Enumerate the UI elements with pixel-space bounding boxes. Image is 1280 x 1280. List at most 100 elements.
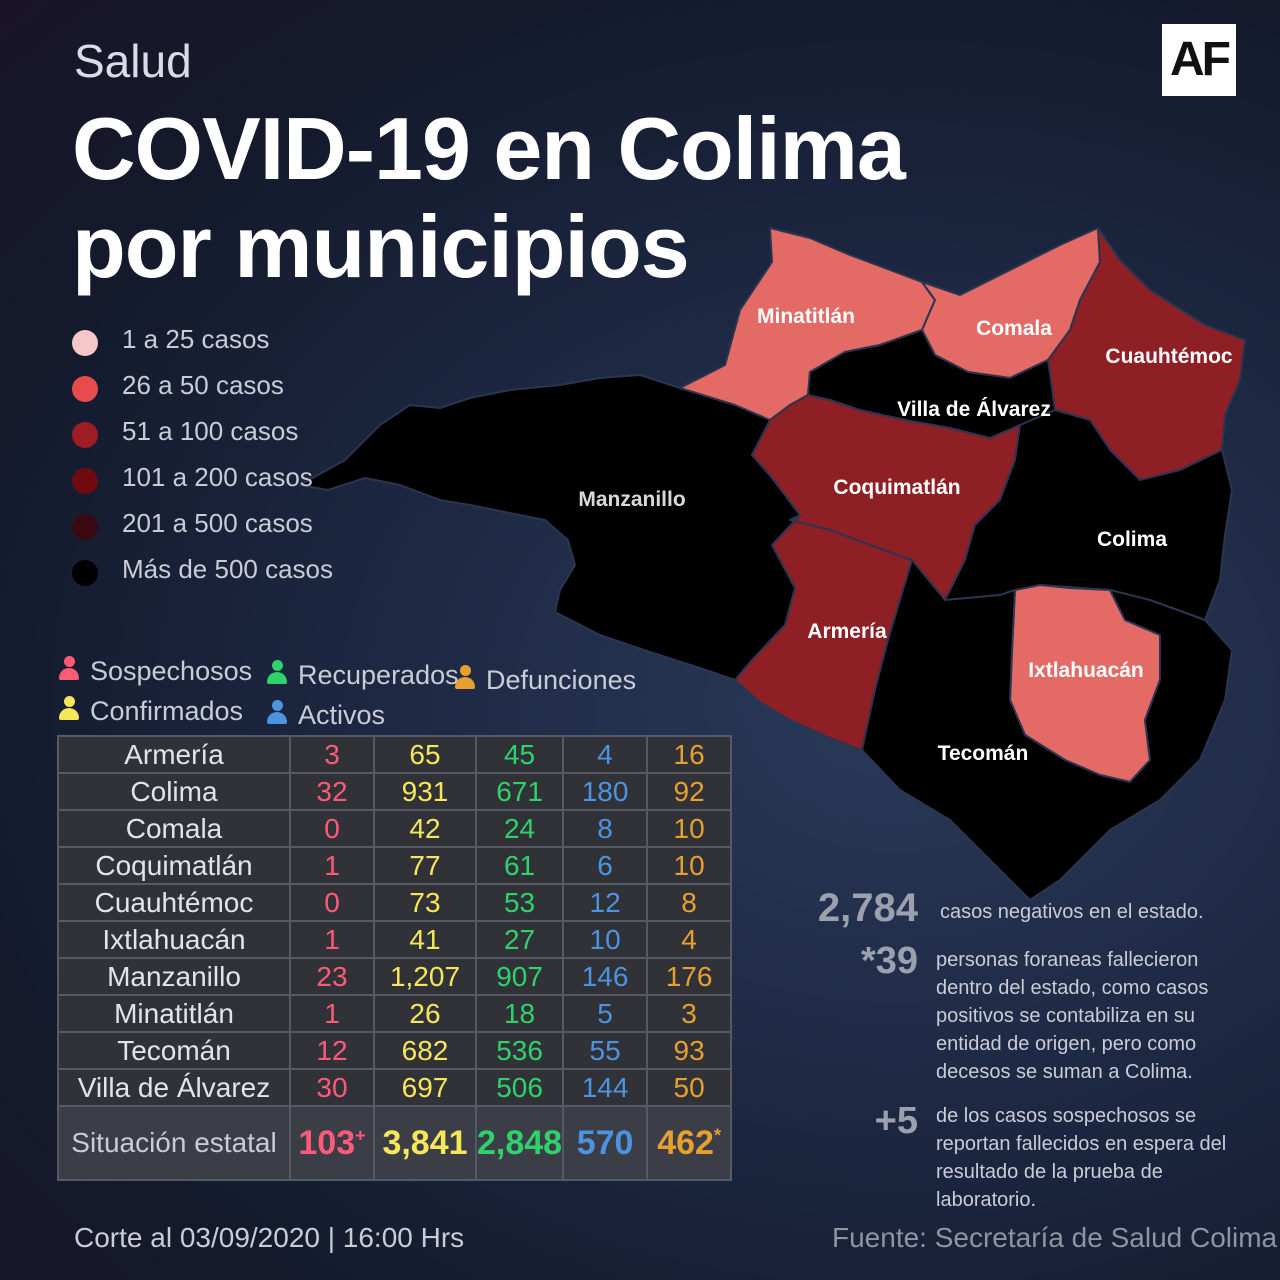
sospechosos-cell: 30: [289, 1068, 375, 1107]
cutoff-date: Corte al 03/09/2020 | 16:00 Hrs: [74, 1222, 465, 1253]
municipio-cell: Comala: [57, 809, 291, 848]
sospechosos-cell: 0: [289, 809, 375, 848]
activos-cell: 146: [562, 957, 649, 996]
recuperados-cell: 536: [474, 1031, 565, 1070]
municipio-cell: Cuauhtémoc: [57, 883, 291, 922]
confirmados-cell: 77: [373, 846, 477, 885]
table-row: Ixtlahuacán 1 41 27 10 4: [57, 920, 733, 959]
activos-cell: 12: [562, 883, 649, 922]
sospechosos-cell: 1: [289, 846, 375, 885]
municipio-armeria: [734, 514, 913, 751]
legend-label: 201 a 500 casos: [122, 508, 313, 538]
defunciones-cell: 16: [646, 735, 733, 774]
sospechosos-cell: 12: [289, 1031, 375, 1070]
activos-cell: 180: [562, 772, 649, 811]
label-coquimatlan: Coquimatlán: [833, 476, 960, 499]
recuperados-cell: 907: [474, 957, 565, 996]
brand-logo: AF: [1162, 24, 1236, 96]
table-row: Minatitlán 1 26 18 5 3: [57, 994, 733, 1033]
recuperados-cell: 24: [474, 809, 565, 848]
activos-cell: 6: [562, 846, 649, 885]
total-recuperados: 2,848: [474, 1105, 565, 1181]
person-icon: [266, 700, 288, 726]
recuperados-cell: 27: [474, 920, 565, 959]
activos-cell: 8: [562, 809, 649, 848]
cases-table: Armería 3 65 45 4 16 Colima 32 931 671 180 92 Comala…: [57, 735, 733, 1181]
recuperados-cell: 18: [474, 994, 565, 1033]
activos-cell: 55: [562, 1031, 649, 1070]
label-manzanillo: Manzanillo: [578, 488, 685, 511]
municipio-cell: Manzanillo: [57, 957, 291, 996]
sospechosos-cell: 23: [289, 957, 375, 996]
source: Fuente: Secretaría de Salud Colima: [832, 1222, 1278, 1253]
foraneas-text: personas foraneas fallecieron dentro del…: [936, 949, 1209, 1083]
person-icon: [58, 696, 80, 722]
table-row: Manzanillo 23 1,207 907 146 176: [57, 957, 733, 996]
negativos-number: 2,784: [817, 886, 918, 930]
legend-swatch: [72, 376, 98, 402]
total-sospechosos: 103+: [289, 1105, 375, 1181]
legend-label: Más de 500 casos: [122, 554, 334, 584]
sospechosos-cell: 1: [289, 994, 375, 1033]
legend-swatch: [72, 468, 98, 494]
sospechosos-cell: 3: [289, 735, 375, 774]
table-row: Villa de Álvarez 30 697 506 144 50: [57, 1068, 733, 1107]
title-line-1: COVID-19 en Colima: [72, 99, 906, 198]
total-label: Situación estatal: [57, 1105, 291, 1181]
key-activos: Activos: [266, 700, 385, 731]
confirmados-cell: 931: [373, 772, 477, 811]
legend-label: 1 a 25 casos: [122, 324, 270, 354]
table-row: Cuauhtémoc 0 73 53 12 8: [57, 883, 733, 922]
municipio-cell: Armería: [57, 735, 291, 774]
person-icon: [58, 656, 80, 682]
municipio-cell: Colima: [57, 772, 291, 811]
recuperados-cell: 506: [474, 1068, 565, 1107]
activos-cell: 5: [562, 994, 649, 1033]
total-activos: 570: [562, 1105, 649, 1181]
activos-cell: 144: [562, 1068, 649, 1107]
confirmados-cell: 697: [373, 1068, 477, 1107]
activos-cell: 10: [562, 920, 649, 959]
label-tecoman: Tecomán: [938, 742, 1029, 765]
legend-label: 26 a 50 casos: [122, 370, 284, 400]
defunciones-cell: 3: [646, 994, 733, 1033]
sospechosos-cell: 1: [289, 920, 375, 959]
confirmados-cell: 41: [373, 920, 477, 959]
confirmados-cell: 26: [373, 994, 477, 1033]
table-row: Comala 0 42 24 8 10: [57, 809, 733, 848]
recuperados-cell: 45: [474, 735, 565, 774]
negativos-text: casos negativos en el estado.: [940, 901, 1204, 923]
foraneas-number: *39: [860, 940, 918, 982]
municipio-cell: Villa de Álvarez: [57, 1068, 291, 1107]
sospechosos-cell: 32: [289, 772, 375, 811]
defunciones-cell: 50: [646, 1068, 733, 1107]
label-villa-de-alvarez: Villa de Álvarez: [897, 398, 1051, 421]
municipio-cell: Ixtlahuacán: [57, 920, 291, 959]
sospechosos-fallecidos-text: de los casos sospechosos se reportan fal…: [936, 1105, 1227, 1211]
table-row: Coquimatlán 1 77 61 6 10: [57, 846, 733, 885]
sospechosos-fallecidos-number: +5: [874, 1100, 918, 1142]
label-cuauhtemoc: Cuauhtémoc: [1105, 345, 1233, 368]
total-defunciones: 462*: [646, 1105, 733, 1181]
sospechosos-cell: 0: [289, 883, 375, 922]
municipio-cell: Minatitlán: [57, 994, 291, 1033]
table-row: Tecomán 12 682 536 55 93: [57, 1031, 733, 1070]
defunciones-cell: 4: [646, 920, 733, 959]
key-defunciones: Defunciones: [454, 665, 636, 696]
defunciones-cell: 10: [646, 846, 733, 885]
activos-cell: 4: [562, 735, 649, 774]
legend-swatch: [72, 560, 98, 586]
defunciones-cell: 176: [646, 957, 733, 996]
recuperados-cell: 61: [474, 846, 565, 885]
page-title: COVID-19 en Colima por municipios: [72, 99, 906, 296]
person-icon: [266, 660, 288, 686]
table-total-row: Situación estatal 103+ 3,841 2,848 570 4…: [57, 1105, 733, 1181]
label-ixtlahuacan: Ixtlahuacán: [1028, 659, 1144, 682]
key-recuperados: Recuperados: [266, 660, 459, 691]
label-comala: Comala: [976, 317, 1052, 340]
label-armeria: Armería: [807, 620, 887, 643]
table-row: Armería 3 65 45 4 16: [57, 735, 733, 774]
table-row: Colima 32 931 671 180 92: [57, 772, 733, 811]
confirmados-cell: 42: [373, 809, 477, 848]
